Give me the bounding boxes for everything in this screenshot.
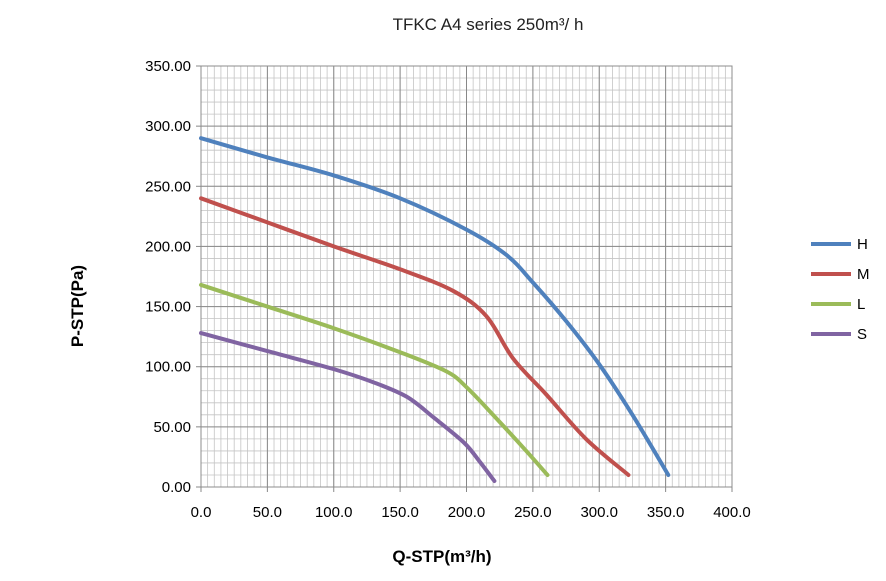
y-axis-label: P-STP(Pa) [68,265,87,347]
x-tick-label: 100.0 [315,504,353,521]
y-tick-label: 250.00 [145,178,191,195]
y-tick-label: 200.00 [145,238,191,255]
legend-label-l: L [857,296,865,313]
y-tick-label: 0.00 [162,479,191,496]
x-tick-label: 200.0 [448,504,486,521]
x-tick-label: 400.0 [713,504,751,521]
y-tick-label: 350.00 [145,58,191,75]
series-line-h [199,136,671,477]
x-tick-label: 350.0 [647,504,685,521]
x-tick-label: 300.0 [580,504,618,521]
y-axis-ticks: 0.00 50.00 100.00 150.00 200.00 250.00 300.00 3… [145,58,201,496]
legend-label-m: M [857,266,870,283]
x-tick-label: 150.0 [381,504,419,521]
series-line-m [199,196,631,477]
legend-label-h: H [857,236,868,253]
x-tick-label: 250.0 [514,504,552,521]
x-tick-label: 50.0 [253,504,282,521]
legend-label-s: S [857,326,867,343]
series-line-s [199,331,497,483]
y-tick-label: 100.00 [145,359,191,376]
x-axis-label: Q-STP(m³/h) [392,547,491,566]
y-tick-label: 150.00 [145,299,191,316]
x-axis-ticks: 0.0 50.0 100.0 150.0 200.0 250.0 300.0 350.0 400… [191,487,751,521]
x-tick-label: 0.0 [191,504,212,521]
series-lines [199,136,671,483]
series-line-l [199,282,550,477]
chart-title: TFKC A4 series 250m³/ h [393,15,584,34]
y-tick-label: 300.00 [145,118,191,135]
y-tick-label: 50.00 [153,419,191,436]
